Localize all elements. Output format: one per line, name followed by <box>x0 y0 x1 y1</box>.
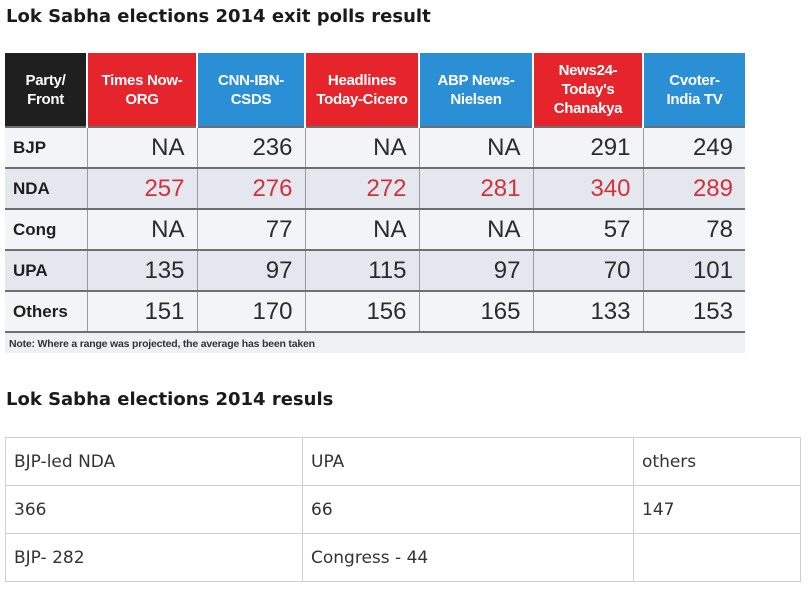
results-cell <box>633 533 801 582</box>
value-cell: 78 <box>643 209 745 251</box>
party-cell: Others <box>5 291 88 333</box>
value-cell: NA <box>87 209 198 251</box>
value-cell: 151 <box>87 291 198 333</box>
value-cell: 340 <box>533 168 644 210</box>
value-cell: 276 <box>197 168 306 210</box>
column-header: Party/ Front <box>5 53 88 127</box>
value-cell: 165 <box>419 291 534 333</box>
value-cell: 289 <box>643 168 745 210</box>
party-cell: BJP <box>5 126 88 169</box>
value-cell: NA <box>87 126 198 169</box>
value-cell: 156 <box>305 291 420 333</box>
table-row: NDA 257 276 272 281 340 289 <box>5 168 745 210</box>
column-header: ABP News- Nielsen <box>419 53 534 127</box>
results-heading: Lok Sabha elections 2014 resuls <box>6 389 334 410</box>
table-row: Cong NA 77 NA NA 57 78 <box>5 209 745 251</box>
exit-polls-table-image: Party/ Front Times Now- ORG CNN-IBN- CSD… <box>5 53 745 353</box>
value-cell: 272 <box>305 168 420 210</box>
value-cell: NA <box>419 209 534 251</box>
value-cell: 135 <box>87 250 198 292</box>
exit-polls-header-row: Party/ Front Times Now- ORG CNN-IBN- CSD… <box>5 53 745 127</box>
exit-polls-body: BJP NA 236 NA NA 291 249 NDA 257 276 272 281 340 289 C… <box>5 126 745 333</box>
results-table: BJP-led NDA UPA others 366 66 147 BJP- 2… <box>5 437 801 582</box>
results-cell: others <box>633 437 801 486</box>
table-row: BJP-led NDA UPA others <box>5 437 801 486</box>
exit-polls-table: Party/ Front Times Now- ORG CNN-IBN- CSD… <box>5 53 745 333</box>
column-header: Headlines Today-Cicero <box>305 53 420 127</box>
results-cell: Congress - 44 <box>302 533 634 582</box>
table-note: Note: Where a range was projected, the a… <box>9 338 315 350</box>
results-cell: UPA <box>302 437 634 486</box>
results-cell: BJP-led NDA <box>5 437 303 486</box>
results-cell: 66 <box>302 485 634 534</box>
column-header: Cvoter- India TV <box>643 53 745 127</box>
value-cell: 153 <box>643 291 745 333</box>
results-cell: 147 <box>633 485 801 534</box>
table-row: Others 151 170 156 165 133 153 <box>5 291 745 333</box>
value-cell: 101 <box>643 250 745 292</box>
value-cell: 170 <box>197 291 306 333</box>
value-cell: 97 <box>419 250 534 292</box>
column-header: News24- Today's Chanakya <box>533 53 644 127</box>
results-cell: 366 <box>5 485 303 534</box>
value-cell: 236 <box>197 126 306 169</box>
exit-polls-heading: Lok Sabha elections 2014 exit polls resu… <box>6 6 431 27</box>
party-cell: UPA <box>5 250 88 292</box>
party-cell: Cong <box>5 209 88 251</box>
table-row: BJP- 282 Congress - 44 <box>5 533 801 582</box>
value-cell: 77 <box>197 209 306 251</box>
table-row: UPA 135 97 115 97 70 101 <box>5 250 745 292</box>
value-cell: 281 <box>419 168 534 210</box>
value-cell: 133 <box>533 291 644 333</box>
value-cell: 257 <box>87 168 198 210</box>
table-row: 366 66 147 <box>5 485 801 534</box>
column-header: CNN-IBN- CSDS <box>197 53 306 127</box>
value-cell: 249 <box>643 126 745 169</box>
column-header: Times Now- ORG <box>87 53 198 127</box>
value-cell: NA <box>305 209 420 251</box>
value-cell: 115 <box>305 250 420 292</box>
value-cell: NA <box>305 126 420 169</box>
party-cell: NDA <box>5 168 88 210</box>
value-cell: 70 <box>533 250 644 292</box>
value-cell: 57 <box>533 209 644 251</box>
value-cell: NA <box>419 126 534 169</box>
results-cell: BJP- 282 <box>5 533 303 582</box>
table-row: BJP NA 236 NA NA 291 249 <box>5 126 745 169</box>
value-cell: 97 <box>197 250 306 292</box>
value-cell: 291 <box>533 126 644 169</box>
